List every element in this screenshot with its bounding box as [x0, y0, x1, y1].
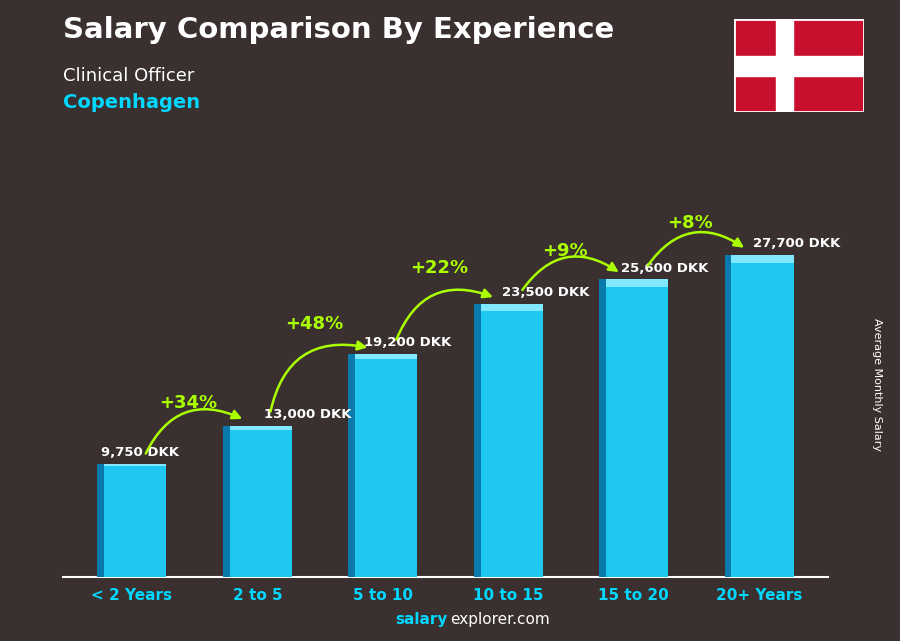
Text: Copenhagen: Copenhagen	[63, 93, 200, 112]
Bar	[724, 255, 794, 577]
Text: 9,750 DKK: 9,750 DKK	[101, 446, 178, 459]
Bar	[599, 279, 606, 577]
Bar	[230, 426, 292, 429]
Bar	[97, 463, 166, 577]
Text: Clinical Officer: Clinical Officer	[63, 67, 194, 85]
Bar	[223, 426, 230, 577]
Bar	[734, 56, 864, 76]
Text: salary: salary	[395, 612, 447, 627]
Bar	[776, 19, 794, 112]
Text: +9%: +9%	[542, 242, 588, 260]
Bar	[97, 463, 104, 577]
Text: explorer.com: explorer.com	[450, 612, 550, 627]
Bar	[473, 304, 543, 577]
Text: +22%: +22%	[410, 259, 468, 277]
Bar	[481, 304, 543, 311]
Bar	[732, 255, 794, 263]
Text: 13,000 DKK: 13,000 DKK	[264, 408, 351, 421]
Bar	[223, 426, 292, 577]
Text: 25,600 DKK: 25,600 DKK	[621, 262, 708, 275]
Bar	[599, 279, 668, 577]
Bar	[104, 463, 166, 467]
Bar	[356, 354, 418, 360]
Text: 27,700 DKK: 27,700 DKK	[752, 237, 840, 251]
Text: Salary Comparison By Experience: Salary Comparison By Experience	[63, 16, 614, 44]
Text: Average Monthly Salary: Average Monthly Salary	[872, 318, 883, 451]
Bar	[348, 354, 356, 577]
Text: +48%: +48%	[284, 315, 343, 333]
Text: 19,200 DKK: 19,200 DKK	[364, 336, 451, 349]
Text: +8%: +8%	[667, 214, 713, 232]
Bar	[348, 354, 418, 577]
Bar	[606, 279, 668, 287]
Text: +34%: +34%	[159, 394, 218, 412]
Bar	[473, 304, 481, 577]
Bar	[724, 255, 732, 577]
Text: 23,500 DKK: 23,500 DKK	[502, 287, 590, 299]
